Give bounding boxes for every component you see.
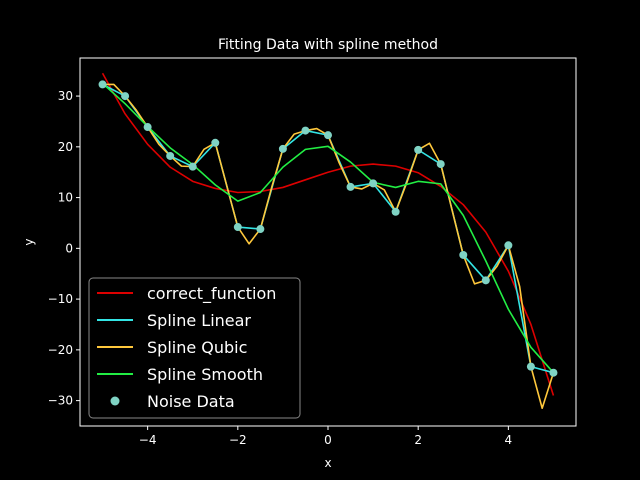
data-point bbox=[121, 92, 130, 101]
data-point bbox=[391, 207, 400, 216]
y-axis-label: y bbox=[22, 238, 36, 245]
y-tick-label: 0 bbox=[65, 241, 73, 255]
data-point bbox=[459, 250, 468, 259]
series-line-spline-smooth bbox=[102, 82, 555, 374]
data-point bbox=[346, 182, 355, 191]
data-point bbox=[143, 123, 152, 132]
y-tick-label: −10 bbox=[48, 292, 73, 306]
legend-label-noise-data: Noise Data bbox=[147, 392, 235, 411]
data-point bbox=[98, 80, 107, 89]
legend-label-correct-function: correct_function bbox=[147, 284, 276, 304]
data-point bbox=[301, 126, 310, 135]
plot-area bbox=[98, 72, 558, 410]
legend-swatch-noise-data bbox=[110, 396, 120, 406]
legend-label-spline-smooth: Spline Smooth bbox=[147, 365, 263, 384]
x-tick-label: 4 bbox=[505, 433, 513, 447]
data-point bbox=[369, 179, 378, 188]
data-point bbox=[414, 145, 423, 154]
y-tick-label: 30 bbox=[58, 89, 73, 103]
x-tick-label: −2 bbox=[229, 433, 247, 447]
x-axis-label: x bbox=[324, 456, 331, 470]
data-point bbox=[526, 362, 535, 371]
x-tick-label: 0 bbox=[324, 433, 332, 447]
data-point bbox=[278, 144, 287, 153]
y-tick-label: 10 bbox=[58, 191, 73, 205]
y-tick-label: 20 bbox=[58, 140, 73, 154]
chart-title: Fitting Data with spline method bbox=[218, 37, 438, 53]
y-tick-label: −20 bbox=[48, 343, 73, 357]
data-point bbox=[211, 138, 220, 147]
x-tick-label: 2 bbox=[414, 433, 422, 447]
data-point bbox=[481, 276, 490, 285]
data-point bbox=[233, 223, 242, 232]
legend: correct_function Spline Linear Spline Qubi… bbox=[88, 277, 301, 419]
y-tick-label: −30 bbox=[48, 394, 73, 408]
data-point bbox=[436, 160, 445, 169]
data-point bbox=[166, 151, 175, 160]
data-point bbox=[504, 241, 513, 250]
data-point bbox=[324, 131, 332, 140]
series-line-correct-function bbox=[101, 72, 555, 396]
data-point bbox=[256, 225, 265, 234]
legend-label-spline-qubic: Spline Qubic bbox=[147, 338, 247, 357]
legend-label-spline-linear: Spline Linear bbox=[147, 311, 251, 330]
legend-box bbox=[88, 277, 301, 419]
x-tick-label: −4 bbox=[139, 433, 157, 447]
data-point bbox=[549, 368, 558, 377]
data-point bbox=[188, 162, 197, 171]
